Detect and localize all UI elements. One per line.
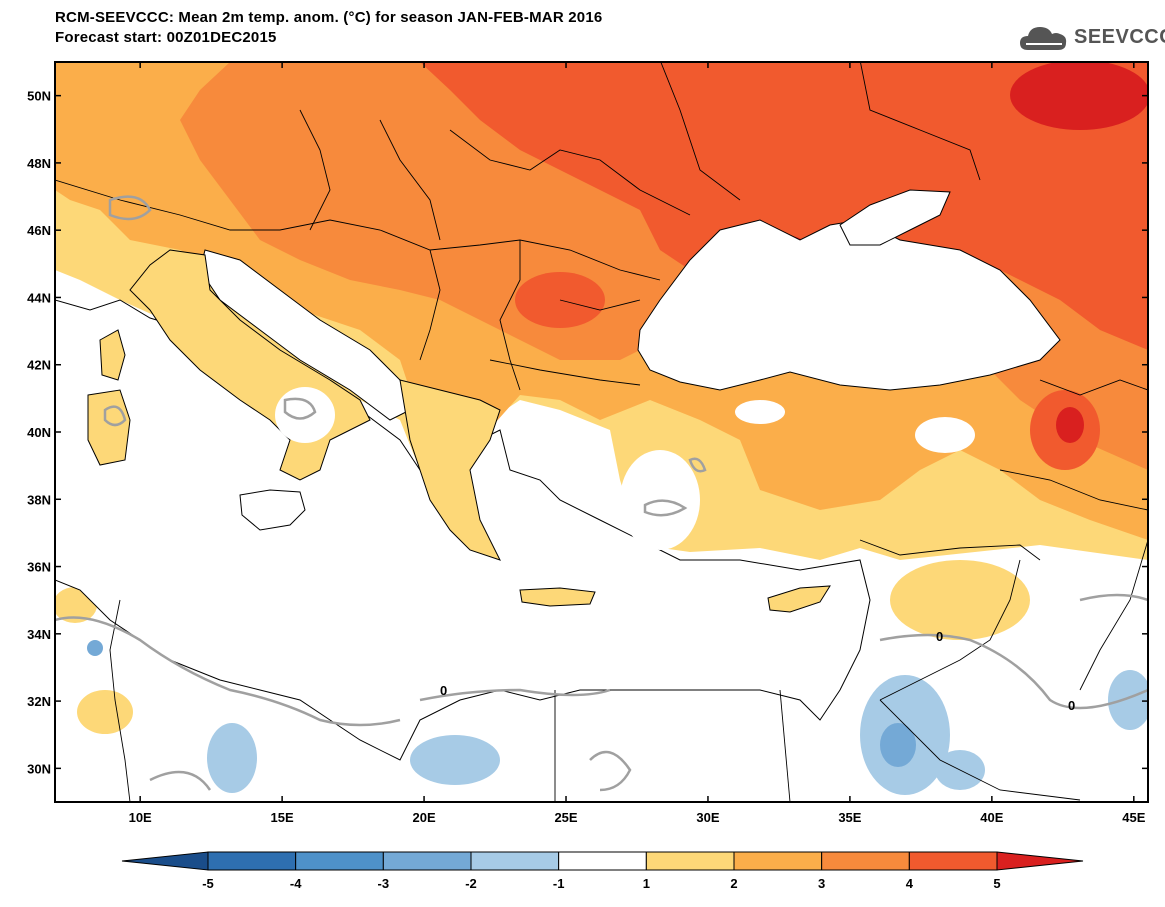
- colorbar-tick-label: 4: [906, 876, 914, 891]
- title-line-2: Forecast start: 00Z01DEC2015: [55, 29, 277, 46]
- colorbar-tick-label: 2: [730, 876, 737, 891]
- colorbar-tick-label: 3: [818, 876, 825, 891]
- anatolia-north-white: [735, 400, 785, 424]
- lon-tick-label: 40E: [980, 810, 1003, 825]
- lat-tick-label: 34N: [27, 627, 51, 642]
- logo-text: SEEVCCC: [1074, 26, 1165, 48]
- band-1-2-tunisia: [77, 690, 133, 734]
- colorbar-min-triangle: [121, 851, 209, 871]
- lon-tick-label: 25E: [554, 810, 577, 825]
- colorbar-tick-label: -1: [553, 876, 565, 891]
- lat-tick-label: 42N: [27, 358, 51, 373]
- band-neg-algeria: [87, 640, 103, 656]
- colorbar-segment: [382, 851, 472, 871]
- cyprus: [767, 585, 831, 613]
- lat-tick-label: 30N: [27, 761, 51, 776]
- colorbar-segment: [821, 851, 910, 871]
- longitude-axis: 10E 15E 20E 25E 30E 35E 40E 45E: [129, 62, 1146, 825]
- lon-tick-label: 30E: [696, 810, 719, 825]
- band-neg2-arabia: [880, 723, 916, 767]
- latitude-axis: 50N 48N 46N 44N 42N 40N 38N 36N 34N 32N 30N: [27, 89, 1148, 776]
- corsica: [99, 329, 126, 381]
- greece-landmass: [399, 379, 501, 561]
- colorbar-tick-label: -2: [465, 876, 477, 891]
- lat-tick-label: 36N: [27, 560, 51, 575]
- map-title: RCM-SEEVCCC: Mean 2m temp. anom. (°C) fo…: [55, 8, 602, 48]
- colorbar-tick-label: -4: [290, 876, 302, 891]
- anomaly-fields: [55, 62, 1148, 802]
- lat-tick-label: 32N: [27, 694, 51, 709]
- colorbar-segment: [908, 851, 998, 871]
- colorbar-tick-label: 1: [643, 876, 650, 891]
- zero-contours: [55, 195, 1148, 792]
- contour-label: 0: [440, 683, 447, 698]
- lat-tick-label: 46N: [27, 223, 51, 238]
- colorbar-tick-label: -3: [378, 876, 390, 891]
- colorbar-segment: [295, 851, 384, 871]
- lon-tick-label: 10E: [129, 810, 152, 825]
- colorbar-segment: [207, 851, 297, 871]
- colorbar: -5 -4 -3 -2 -1 1 2 3 4 5: [121, 851, 1084, 891]
- colorbar-tick-label: 5: [993, 876, 1000, 891]
- lat-tick-label: 44N: [27, 290, 51, 305]
- lat-tick-label: 38N: [27, 492, 51, 507]
- band-neg-libya: [410, 735, 500, 785]
- lon-tick-label: 35E: [838, 810, 861, 825]
- crete: [519, 587, 596, 607]
- colorbar-segment: [470, 851, 560, 871]
- title-line-1: RCM-SEEVCCC: Mean 2m temp. anom. (°C) fo…: [55, 9, 603, 26]
- band-4-5: [420, 62, 1148, 350]
- sea-of-azov: [839, 189, 951, 246]
- black-sea: [637, 219, 1061, 391]
- colorbar-segment: [645, 851, 735, 871]
- colorbar-tick-label: -5: [202, 876, 214, 891]
- lon-tick-label: 20E: [412, 810, 435, 825]
- lon-tick-label: 15E: [271, 810, 294, 825]
- band-gt5-caucasus: [1056, 407, 1084, 443]
- lat-tick-label: 50N: [27, 89, 51, 104]
- band-neg-iraq: [1108, 670, 1148, 730]
- colorbar-segment: [558, 851, 647, 871]
- colorbar-segment: [733, 851, 823, 871]
- band-gt5-north: [1010, 62, 1148, 130]
- sicily: [239, 489, 306, 531]
- lat-tick-label: 40N: [27, 425, 51, 440]
- cloud-icon: [1020, 27, 1067, 50]
- contour-label: 0: [936, 629, 943, 644]
- italy-south-white: [275, 387, 335, 443]
- lat-tick-label: 48N: [27, 156, 51, 171]
- sardinia: [87, 389, 131, 466]
- contour-label: 0: [1068, 698, 1075, 713]
- colorbar-max-triangle: [996, 851, 1084, 871]
- lon-tick-label: 45E: [1122, 810, 1145, 825]
- band-1-2-syria: [890, 560, 1030, 640]
- anatolia-east-white: [915, 417, 975, 453]
- country-borders: [55, 62, 1148, 802]
- band-neg-libya-west: [207, 723, 257, 793]
- seevccc-logo: SEEVCCC: [1018, 22, 1165, 56]
- adriatic-sea: [199, 249, 411, 421]
